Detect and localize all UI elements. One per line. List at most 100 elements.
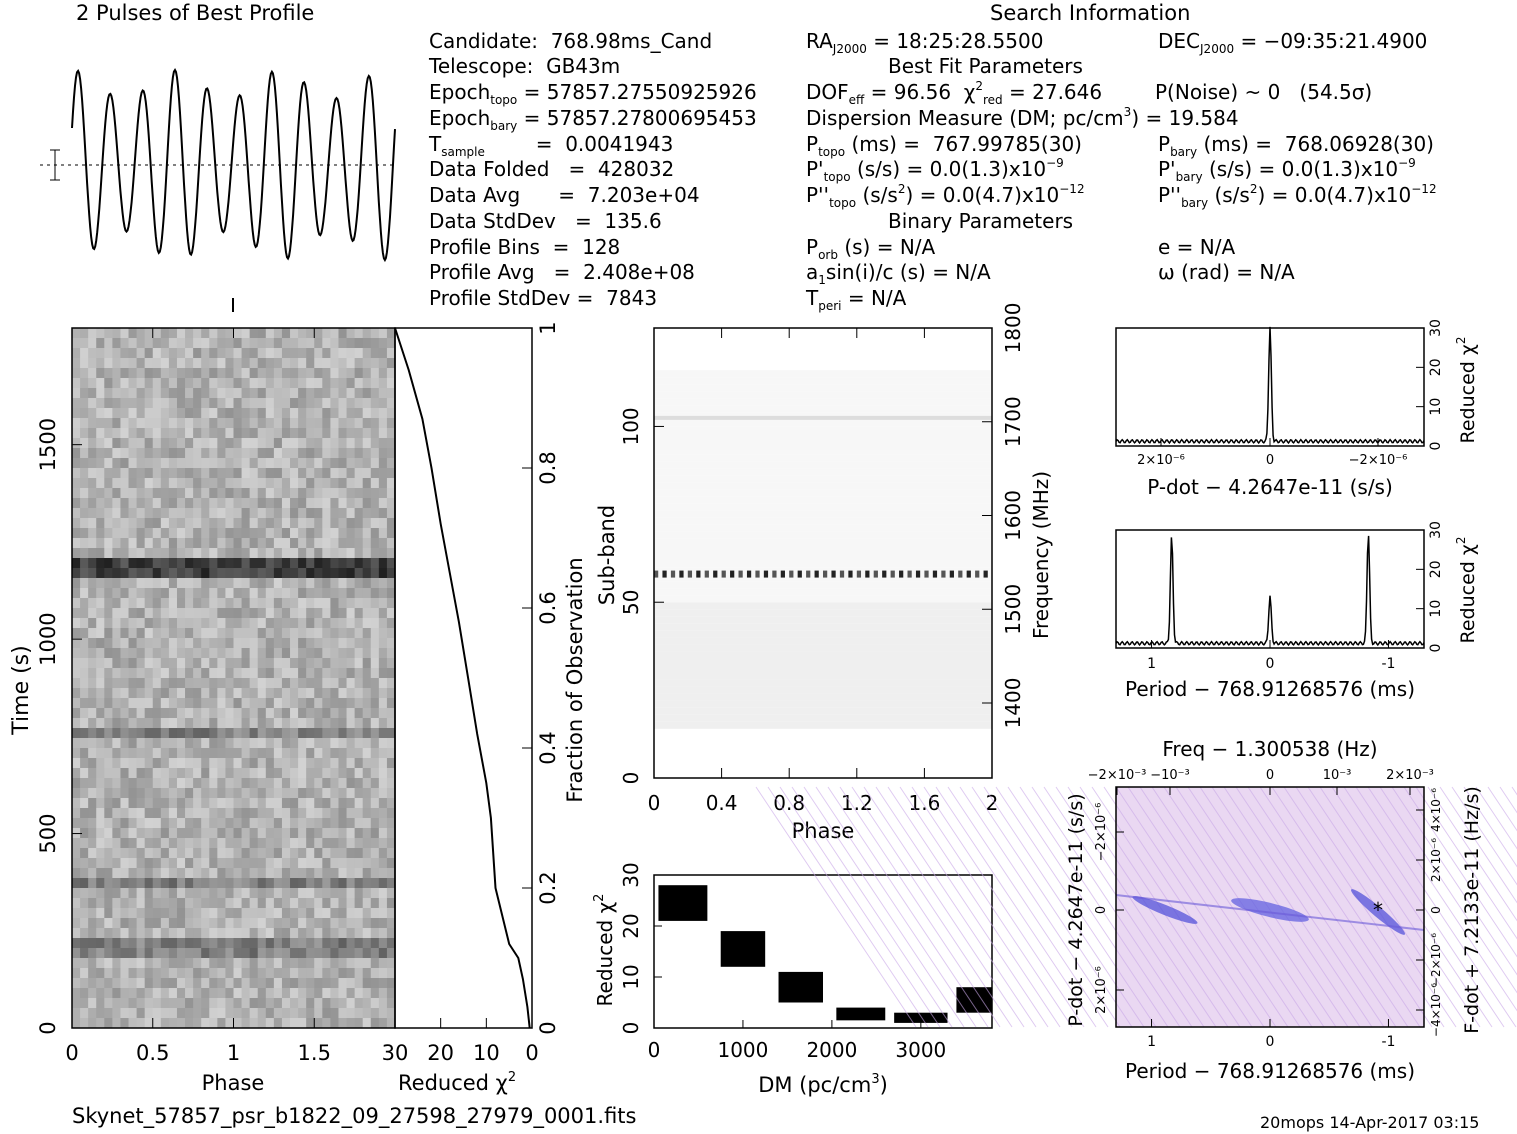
heat-cell [298, 478, 307, 489]
heat-cell [176, 558, 186, 569]
heat-cell [306, 808, 315, 819]
heat-cell [168, 658, 178, 669]
heat-cell [322, 838, 331, 849]
heat-cell [362, 388, 372, 399]
heat-cell [322, 548, 331, 559]
heat-cell [120, 438, 130, 449]
heat-cell [168, 888, 178, 899]
heat-cell [193, 608, 202, 619]
heat-cell [72, 468, 81, 479]
heat-cell [104, 868, 113, 879]
heat-cell [362, 368, 372, 379]
heat-cell [185, 748, 194, 759]
heat-cell [273, 698, 283, 709]
heat-cell [370, 728, 380, 739]
heat-cell [96, 448, 105, 459]
info-row: Epochbary = 57857.27800695453 [429, 106, 757, 133]
heat-cell [136, 1008, 146, 1019]
heat-cell [330, 778, 339, 789]
heat-cell [233, 398, 243, 409]
heat-cell [338, 818, 348, 829]
pp-line [1115, 894, 1425, 931]
heat-cell [290, 768, 299, 779]
heat-cell [136, 698, 146, 709]
heat-cell [241, 528, 251, 539]
heat-cell [136, 848, 146, 859]
heat-cell [168, 478, 178, 489]
heat-cell [314, 438, 323, 449]
heat-cell [241, 748, 251, 759]
heat-cell [120, 948, 130, 959]
heat-cell [273, 978, 283, 989]
heat-cell [306, 438, 315, 449]
heat-cell [298, 768, 307, 779]
heat-cell [273, 448, 283, 459]
heat-cell [96, 1008, 105, 1019]
band-cell [983, 570, 988, 578]
heat-cell [120, 808, 130, 819]
heat-cell [160, 898, 170, 909]
heat-cell [298, 698, 307, 709]
heat-cell [378, 428, 388, 439]
heat-cell [354, 418, 364, 429]
heat-cell [249, 758, 259, 769]
heat-cell [249, 988, 259, 999]
heat-cell [176, 548, 186, 559]
heat-cell [128, 678, 138, 689]
heat-cell [378, 958, 388, 969]
heat-cell [176, 768, 186, 779]
heat-cell [193, 908, 202, 919]
heat-cell [112, 718, 121, 729]
heat-cell [217, 748, 226, 759]
heat-cell [176, 568, 186, 579]
pp-stripe [1463, 786, 1517, 868]
heat-cell [160, 428, 170, 439]
heat-cell [338, 468, 348, 479]
heat-cell [193, 998, 202, 1009]
heat-cell [346, 498, 356, 509]
heat-cell [273, 928, 283, 939]
heat-cell [265, 778, 275, 789]
heat-cell [249, 588, 259, 599]
heat-cell [241, 998, 251, 1009]
heat-cell [290, 338, 299, 349]
heat-cell [249, 908, 259, 919]
heat-cell [217, 538, 226, 549]
heat-cell [96, 718, 105, 729]
heat-cell [201, 968, 210, 979]
heat-cell [160, 338, 170, 349]
subband-row [654, 623, 992, 631]
heat-cell [72, 658, 81, 669]
heat-cell [176, 718, 186, 729]
heat-cell [378, 338, 388, 349]
heat-cell [88, 888, 97, 899]
heat-cell [193, 808, 202, 819]
heat-cell [265, 808, 275, 819]
pp-stripe [1319, 786, 1481, 1028]
heat-cell [249, 778, 259, 789]
heat-cell [185, 418, 194, 429]
heat-cell [201, 408, 210, 419]
heat-cell [120, 578, 130, 589]
pp-stripe [1379, 786, 1517, 994]
heat-cell [370, 678, 380, 689]
heat-cell [346, 488, 356, 499]
heat-cell [88, 618, 97, 629]
heat-cell [88, 788, 97, 799]
heat-cell [378, 658, 388, 669]
heat-cell [152, 898, 162, 909]
heat-cell [354, 998, 364, 1009]
heat-cell [104, 918, 113, 929]
heat-cell [72, 968, 81, 979]
heat-cell [314, 488, 323, 499]
heat-cell [104, 598, 113, 609]
heat-cell [249, 1008, 259, 1019]
heat-cell [338, 998, 348, 1009]
heat-cell [217, 638, 226, 649]
heat-cell [338, 568, 348, 579]
heat-cell [298, 928, 307, 939]
heat-cell [249, 948, 259, 959]
heat-cell [370, 798, 380, 809]
heat-cell [201, 498, 210, 509]
heat-cell [330, 508, 339, 519]
